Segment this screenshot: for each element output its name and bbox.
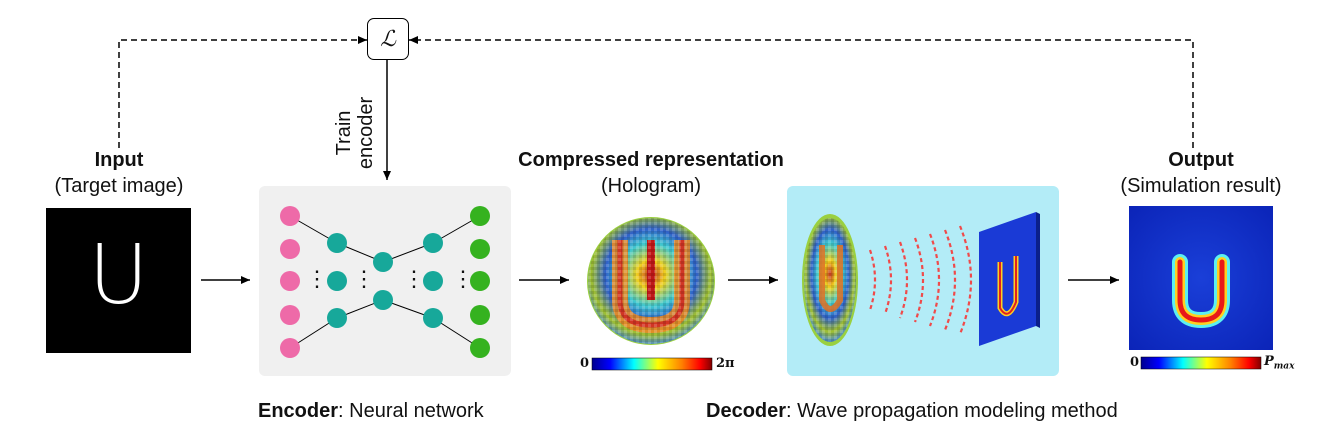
encoder-caption-bold: Encoder — [258, 400, 339, 422]
hologram-colorbar — [591, 357, 713, 371]
encoder-panel — [259, 186, 511, 376]
input-glyph: U — [88, 228, 149, 323]
output-layer-nodes — [470, 206, 490, 358]
encoder-caption-rest: : Neural network — [338, 400, 484, 422]
input-subtitle: (Target image) — [54, 175, 184, 197]
loss-function-box: ℒ — [367, 18, 409, 60]
output-title: Output — [1168, 149, 1234, 171]
ellipsis-right: ⋮ — [452, 266, 474, 291]
decoder-hologram — [802, 214, 858, 346]
decoder-caption-rest: : Wave propagation modeling method — [786, 400, 1118, 422]
train-label-line1: Train — [333, 110, 355, 156]
output-colorbar-max-sub: max — [1273, 361, 1295, 372]
ellipsis-center-right: ⋮ — [403, 266, 425, 291]
input-layer-nodes — [280, 206, 300, 358]
loss-symbol: ℒ — [380, 26, 396, 52]
compressed-title: Compressed representation — [518, 149, 784, 171]
encoder-caption: Encoder: Neural network — [258, 400, 484, 423]
decoder-output-screen — [979, 212, 1040, 346]
output-subtitle: (Simulation result) — [1120, 175, 1282, 197]
compressed-subtitle: (Hologram) — [600, 175, 702, 197]
output-image — [1129, 206, 1273, 350]
ellipsis-center-left: ⋮ — [353, 266, 375, 291]
hologram-colorbar-min: 0 — [580, 356, 590, 371]
output-colorbar-min: 0 — [1130, 355, 1140, 370]
output-colorbar-max: Pmax — [1264, 354, 1295, 372]
hidden-layer-nodes — [327, 233, 443, 328]
hologram-colorbar-max: 2π — [716, 356, 735, 371]
decoder-caption-bold: Decoder — [706, 400, 787, 422]
ellipsis-left: ⋮ — [306, 266, 328, 291]
input-image — [46, 208, 191, 353]
wavefronts — [868, 225, 973, 335]
feedback-loop-lines — [118, 36, 1194, 148]
train-label-line2: encoder — [355, 96, 377, 170]
output-colorbar-max-main: P — [1264, 354, 1274, 369]
input-title: Input — [94, 149, 144, 171]
decoder-caption: Decoder: Wave propagation modeling metho… — [706, 400, 1118, 423]
output-colorbar — [1140, 356, 1262, 370]
train-encoder-label: Train encoder — [333, 73, 379, 193]
hologram-image — [587, 217, 715, 345]
